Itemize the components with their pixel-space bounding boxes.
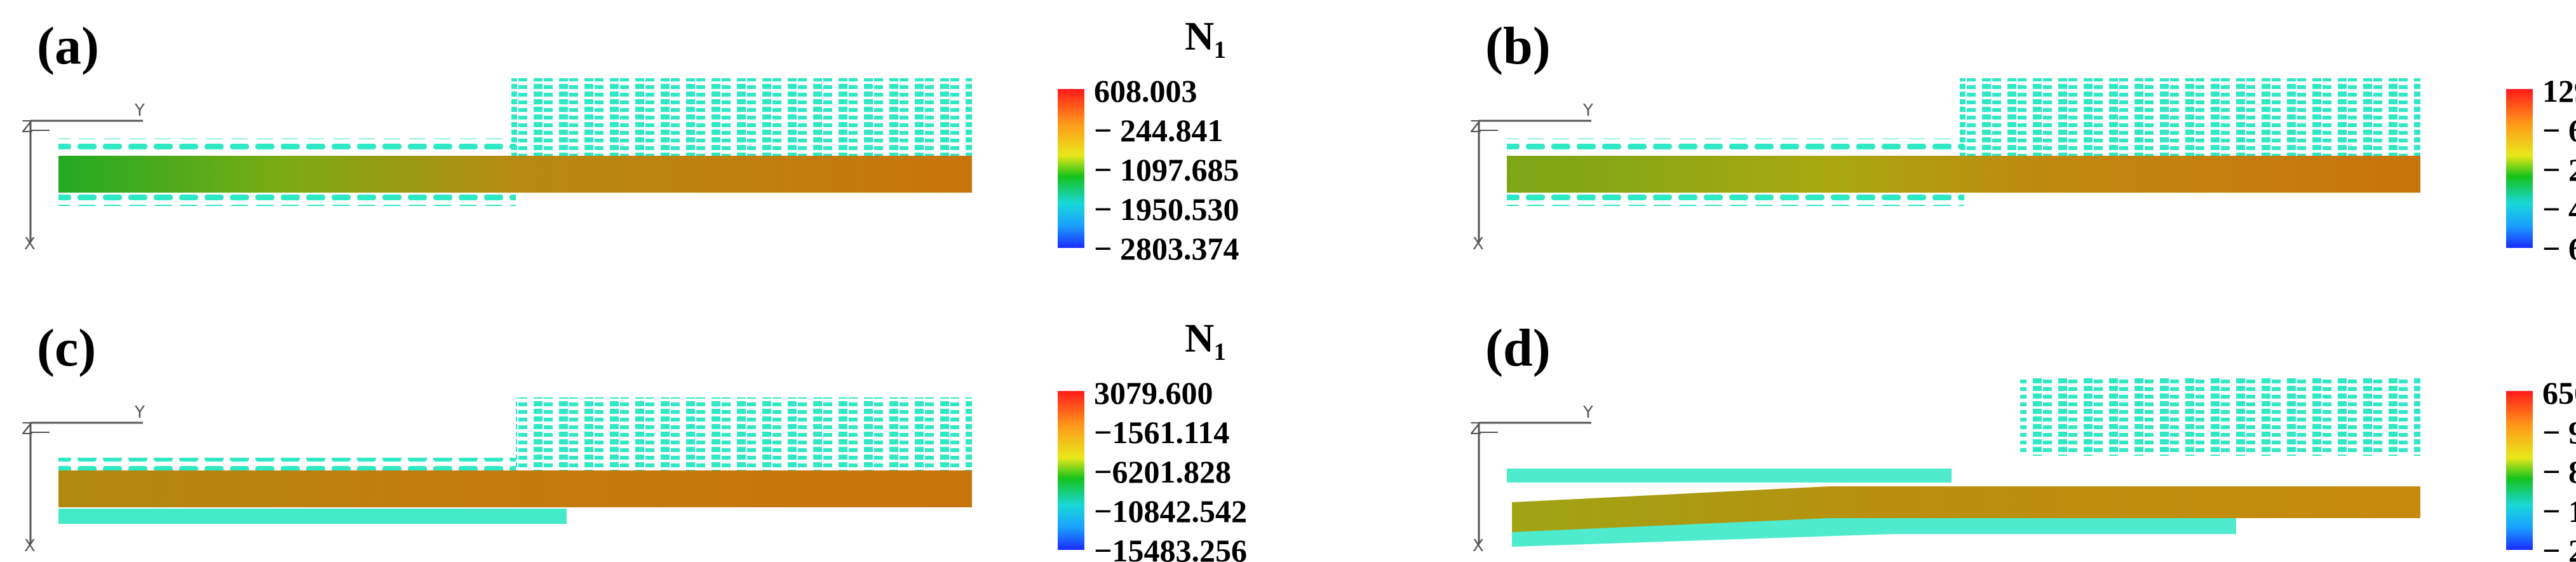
- colorbar-legend: N₁ 3079.600 −1561.114 −6201.828−10842.542 −1…: [1058, 315, 1247, 562]
- colorbar-tick-label: −6201.828: [1094, 454, 1231, 490]
- colorbar-tick-label: 608.003: [1094, 73, 1197, 109]
- axis-triad-icon: Z Y X: [1470, 101, 1593, 254]
- colorbar-tick-label: − 23,375.688: [2542, 533, 2576, 562]
- panel-label: (b): [1485, 17, 1551, 76]
- colorbar-tick-label: − 966.152: [2542, 415, 2576, 450]
- pile-model: [58, 78, 972, 206]
- axis-x-label: X: [24, 537, 36, 556]
- pile-model: [1507, 378, 2420, 547]
- upper-spring-row: [58, 458, 516, 472]
- right-spring-block: [511, 78, 972, 158]
- axis-triad-icon: Z Y X: [22, 403, 145, 556]
- axis-x-label: X: [1473, 235, 1484, 254]
- panel-a: (a) Z Y X N₁ 608.003 − 244.841 − 1097.685− 1950…: [22, 13, 1239, 266]
- upper-spring-row: [1507, 469, 1952, 483]
- colorbar-tick-label: −10842.542: [1094, 493, 1247, 529]
- colorbar-tick-label: − 1097.685: [1094, 152, 1239, 188]
- beam: [58, 156, 972, 193]
- axis-y-label: Y: [134, 101, 145, 120]
- colorbar-tick-label: − 6526.375: [2542, 231, 2576, 266]
- colorbar-tick-label: − 4570.212: [2542, 191, 2576, 227]
- axis-triad-icon: Z Y X: [22, 101, 145, 254]
- colorbar: [2506, 89, 2533, 248]
- colorbar: [2506, 391, 2533, 550]
- pile-model: [1507, 78, 2420, 206]
- axis-x-label: X: [1473, 537, 1484, 556]
- colorbar-tick-label: 1298.276: [2542, 73, 2576, 109]
- upper-spring-row: [58, 139, 516, 151]
- right-spring-block: [516, 397, 972, 471]
- legend-title: N₁: [1185, 13, 1226, 58]
- panel-b: (b)ZYXN₁1298.276− 657.887− 2614.049− 457…: [1470, 17, 2576, 266]
- upper-spring-row: [1507, 139, 1964, 151]
- panel-label: (a): [37, 17, 99, 76]
- axis-y-label: Y: [1582, 101, 1593, 120]
- colorbar-tick-label: 6503.691: [2542, 375, 2576, 411]
- panel-d: (d)ZYXN₁6503.691− 966.152− 8435.998− 15,…: [1470, 319, 2576, 562]
- axis-y-label: Y: [1582, 403, 1593, 422]
- axis-y-label: Y: [134, 403, 145, 422]
- colorbar-legend: N₁1298.276− 657.887− 2614.049− 4570.212−…: [2506, 73, 2576, 266]
- colorbar-tick-label: 3079.600: [1094, 375, 1213, 411]
- colorbar-tick-label: − 1950.530: [1094, 191, 1239, 227]
- colorbar-legend: N₁ 608.003 − 244.841 − 1097.685− 1950.530 − …: [1058, 13, 1239, 266]
- axis-z-label: Z: [22, 420, 33, 439]
- axis-triad-icon: Z Y X: [1470, 403, 1593, 556]
- right-spring-block: [2020, 378, 2420, 456]
- beam: [1507, 156, 2420, 193]
- axis-x-label: X: [24, 235, 36, 254]
- colorbar-tick-label: − 15,905.843: [2542, 493, 2576, 529]
- colorbar-tick-label: −1561.114: [1094, 415, 1229, 450]
- beam: [1512, 486, 2420, 532]
- axis-z-label: Z: [1470, 118, 1481, 137]
- pile-model: [58, 397, 972, 524]
- colorbar-legend: N₁6503.691− 966.152− 8435.998− 15,905.84…: [2506, 375, 2576, 562]
- colorbar: [1058, 89, 1084, 248]
- colorbar-tick-label: − 2614.049: [2542, 152, 2576, 188]
- colorbar-tick-label: − 657.887: [2542, 113, 2576, 148]
- lower-spring-row: [58, 509, 567, 524]
- legend-title: N₁: [1185, 315, 1226, 360]
- colorbar: [1058, 391, 1084, 550]
- colorbar-tick-label: − 8435.998: [2542, 454, 2576, 490]
- colorbar-tick-label: −15483.256: [1094, 533, 1247, 562]
- axis-z-label: Z: [22, 118, 33, 137]
- colorbar-tick-label: − 244.841: [1094, 113, 1224, 148]
- right-spring-block: [1960, 78, 2420, 158]
- panel-c: (c) Z Y X N₁ 3079.600 −1561.114 −6201.828−10842…: [22, 315, 1247, 562]
- beam: [58, 470, 972, 507]
- panel-label: (d): [1485, 319, 1551, 378]
- colorbar-tick-label: − 2803.374: [1094, 231, 1239, 266]
- axis-z-label: Z: [1470, 420, 1481, 439]
- panel-label: (c): [37, 319, 96, 378]
